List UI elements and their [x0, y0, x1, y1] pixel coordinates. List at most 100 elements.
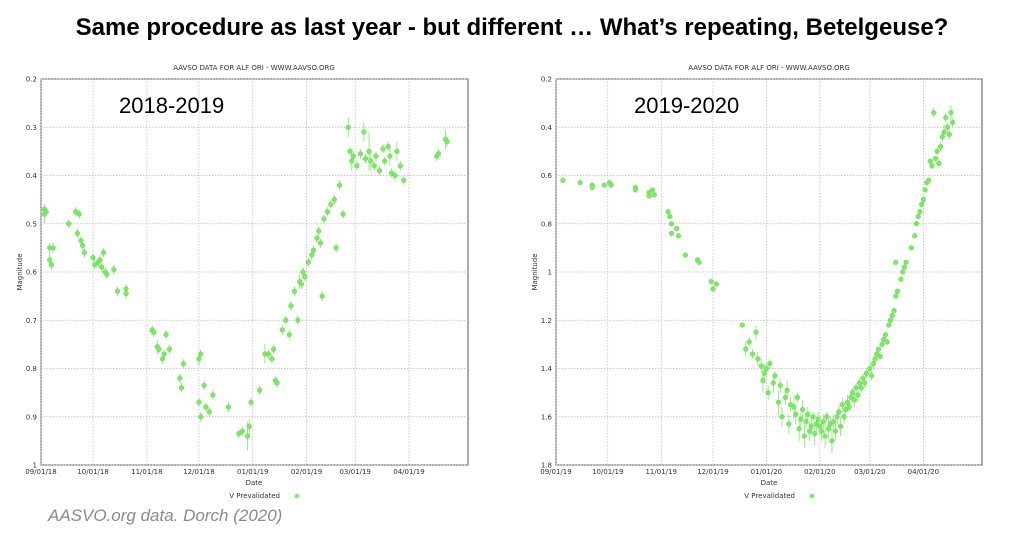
data-point: [860, 375, 866, 381]
data-point: [104, 271, 110, 278]
data-point: [371, 163, 377, 169]
season-label: 2019-2020: [634, 93, 739, 118]
data-point: [875, 346, 882, 352]
data-point: [100, 250, 107, 256]
y-tick-label: 0.2: [541, 76, 552, 84]
data-point: [201, 382, 207, 388]
y-tick-label: 0.8: [541, 220, 552, 228]
data-point: [80, 242, 86, 249]
x-tick-label: 09/01/19: [540, 468, 571, 476]
data-point: [577, 180, 583, 186]
data-point: [931, 110, 937, 116]
data-point: [946, 131, 952, 138]
data-point: [317, 240, 324, 246]
data-point: [302, 274, 308, 280]
data-point: [879, 341, 885, 347]
data-point: [321, 216, 327, 222]
x-tick-label: 12/01/19: [697, 468, 728, 476]
data-point: [286, 332, 292, 338]
data-point: [862, 380, 868, 386]
y-tick-label: 0.2: [26, 76, 37, 84]
data-point: [401, 177, 407, 183]
data-point: [938, 143, 944, 150]
data-point: [913, 221, 920, 227]
data-point: [743, 346, 749, 352]
y-tick-label: 0.3: [26, 124, 37, 132]
data-point: [939, 134, 945, 140]
data-point: [180, 361, 186, 367]
x-tick-label: 04/01/20: [908, 468, 939, 476]
data-point: [674, 225, 680, 232]
data-point: [839, 402, 845, 408]
data-point: [366, 148, 372, 154]
data-point: [392, 172, 398, 179]
data-point: [274, 380, 280, 386]
data-point: [832, 428, 839, 434]
data-point: [898, 276, 904, 282]
data-point: [713, 281, 719, 287]
x-tick-label: 09/01/18: [25, 468, 56, 476]
y-axis-label: Magnitude: [16, 253, 24, 290]
data-point: [770, 380, 776, 386]
data-point: [927, 158, 933, 164]
data-point: [889, 312, 895, 319]
data-point: [819, 428, 825, 434]
data-point: [196, 399, 202, 405]
data-point: [891, 308, 897, 314]
x-tick-label: 04/01/19: [393, 468, 424, 476]
data-point: [668, 230, 675, 237]
data-point: [114, 288, 120, 294]
data-point: [300, 269, 306, 275]
legend-label: V Prevalidated: [229, 492, 280, 500]
data-point: [831, 418, 837, 425]
data-point: [649, 187, 656, 193]
x-tick-label: 02/01/19: [291, 468, 322, 476]
x-axis-label: Date: [246, 479, 263, 487]
data-point: [944, 124, 951, 130]
data-point: [163, 332, 169, 338]
data-point: [225, 404, 232, 410]
x-tick-label: 03/01/20: [854, 468, 885, 476]
data-point: [257, 387, 263, 393]
data-point: [667, 213, 673, 220]
y-tick-label: 0.4: [541, 124, 553, 132]
data-point: [81, 250, 87, 256]
x-tick-label: 03/01/19: [339, 468, 370, 476]
data-point: [820, 418, 826, 425]
data-point: [808, 423, 814, 430]
data-point: [782, 394, 788, 401]
data-point: [856, 380, 863, 386]
data-point: [810, 414, 816, 420]
data-point: [357, 151, 363, 157]
data-point: [350, 153, 357, 159]
data-point: [824, 414, 830, 420]
data-point: [829, 438, 835, 444]
data-point: [99, 264, 105, 270]
data-point: [763, 365, 770, 372]
y-tick-label: 1.8: [541, 462, 552, 470]
data-point: [903, 259, 909, 265]
data-point: [177, 375, 183, 381]
data-point: [948, 110, 954, 116]
data-point: [760, 377, 766, 384]
data-point: [43, 209, 49, 215]
data-point: [336, 182, 343, 188]
data-point: [887, 317, 894, 323]
data-point: [950, 119, 956, 126]
data-point: [319, 293, 325, 299]
legend-marker: [294, 493, 300, 499]
data-point: [387, 153, 393, 159]
x-tick-label: 01/01/19: [237, 468, 268, 476]
data-point: [156, 346, 162, 352]
data-point: [246, 423, 252, 430]
x-tick-label: 11/01/18: [131, 468, 162, 476]
season-label: 2018-2019: [119, 93, 224, 118]
data-point: [368, 158, 374, 164]
data-point: [161, 351, 167, 357]
data-point: [47, 257, 53, 263]
data-point: [841, 414, 847, 420]
y-tick-label: 1.4: [541, 365, 553, 373]
data-point: [894, 288, 901, 294]
data-point: [309, 252, 315, 258]
data-point: [908, 245, 914, 251]
